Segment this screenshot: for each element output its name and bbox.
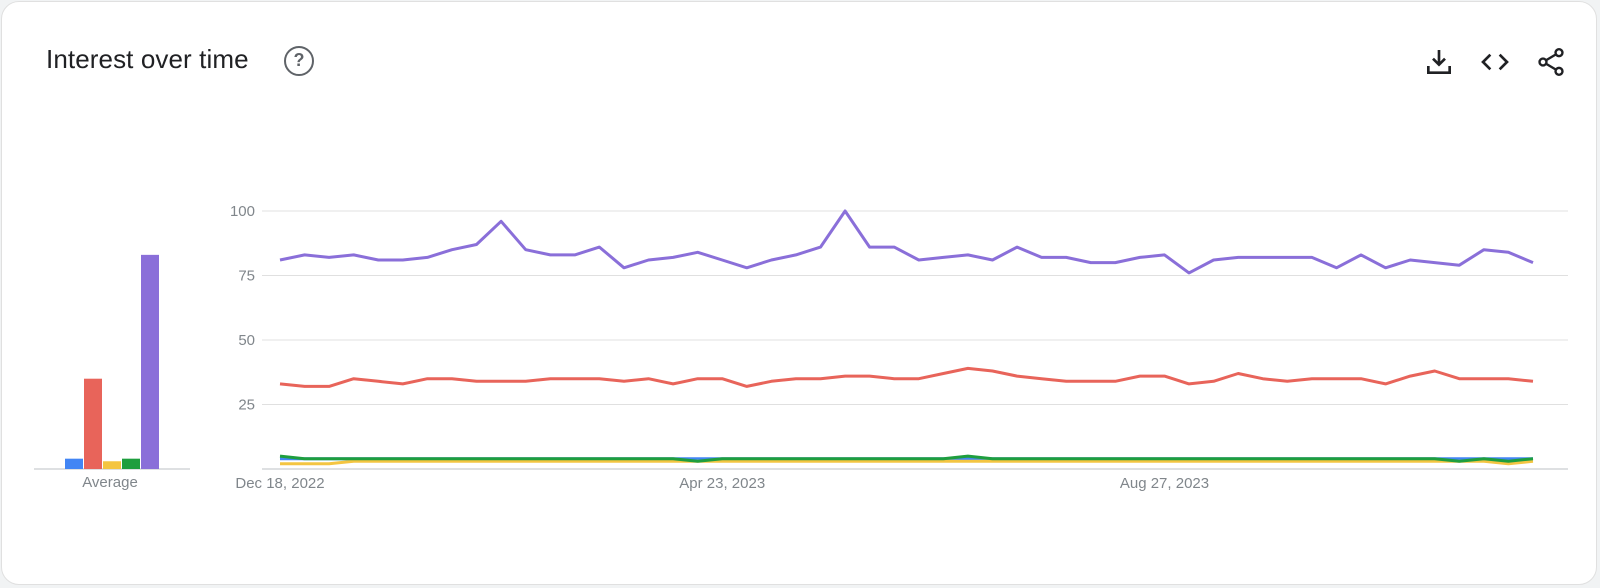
x-tick-label: Dec 18, 2022: [235, 475, 324, 492]
average-label: Average: [82, 474, 138, 491]
series-line-3: [279, 366, 1534, 388]
help-icon[interactable]: ?: [284, 46, 314, 76]
y-tick-label: 25: [238, 397, 255, 414]
average-bar: [122, 458, 140, 469]
average-bar: [141, 254, 159, 469]
average-bar: [84, 378, 102, 469]
x-tick-label: Apr 23, 2023: [679, 475, 765, 492]
series-line-2: [279, 454, 1534, 463]
card-title: Interest over time: [46, 44, 249, 74]
y-tick-label: 50: [238, 332, 255, 349]
download-icon[interactable]: [1423, 46, 1455, 78]
average-bar: [65, 458, 83, 469]
y-tick-label: 75: [238, 268, 255, 285]
x-tick-label: Aug 27, 2023: [1120, 475, 1209, 492]
series-line-4: [279, 209, 1534, 275]
share-icon[interactable]: [1535, 46, 1567, 78]
embed-code-icon[interactable]: [1479, 46, 1511, 78]
y-tick-label: 100: [230, 203, 255, 220]
series-line-1: [280, 459, 1534, 466]
average-bar: [103, 461, 121, 469]
